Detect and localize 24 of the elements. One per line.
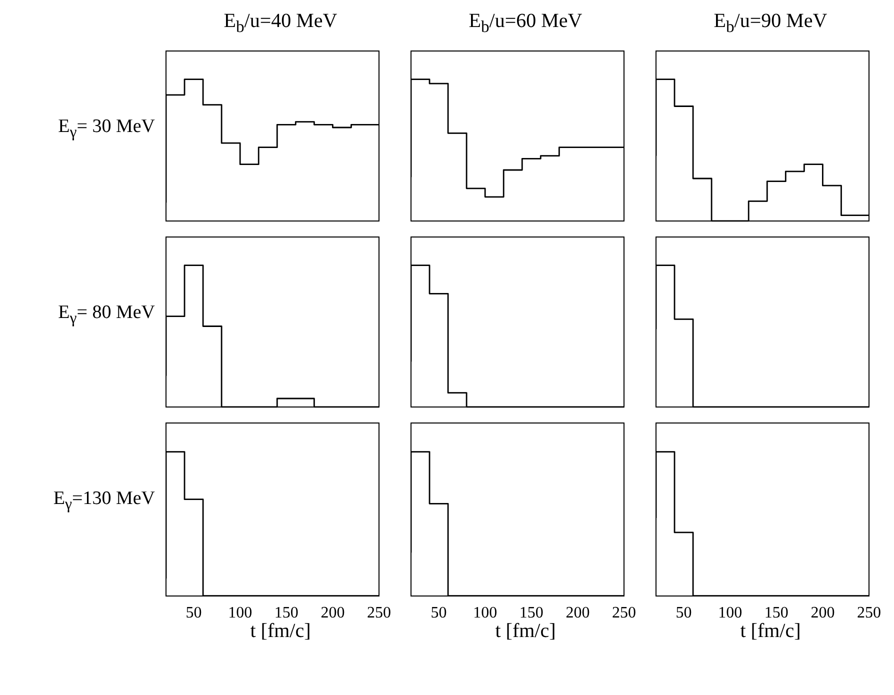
x-tick-label: 200	[566, 604, 590, 622]
y-axis-title: E$_{γ}$= 80 MeV	[58, 302, 155, 328]
x-axis-title: t [fm/c]	[739, 620, 802, 643]
x-tick-label: 150	[519, 604, 544, 622]
x-tick-label: 150	[764, 604, 788, 622]
x-tick-label: 50	[676, 604, 692, 622]
chart-title: E$_{b}$/u=90 MeV	[712, 10, 828, 37]
x-tick-label: 200	[320, 604, 345, 622]
x-tick-label: 250	[612, 604, 636, 622]
chart-title: E$_{b}$/u=60 MeV	[468, 10, 584, 37]
x-tick-label: 150	[274, 604, 298, 622]
x-axis-title: t [fm/c]	[249, 620, 312, 643]
x-tick-label: 200	[810, 604, 835, 622]
x-tick-label: 50	[186, 604, 202, 622]
y-axis-title: E$_{γ}$=130 MeV	[53, 488, 155, 514]
x-tick-label: 250	[367, 604, 391, 622]
chart-title: E$_{b}$/u=40 MeV	[222, 10, 338, 37]
x-axis-title: t [fm/c]	[494, 620, 557, 643]
x-tick-label: 250	[857, 604, 881, 622]
y-axis-title: E$_{γ}$= 30 MeV	[58, 116, 155, 142]
x-tick-label: 100	[228, 604, 252, 622]
x-tick-label: 50	[430, 604, 447, 622]
x-tick-label: 100	[718, 604, 742, 622]
x-tick-label: 100	[473, 604, 498, 622]
